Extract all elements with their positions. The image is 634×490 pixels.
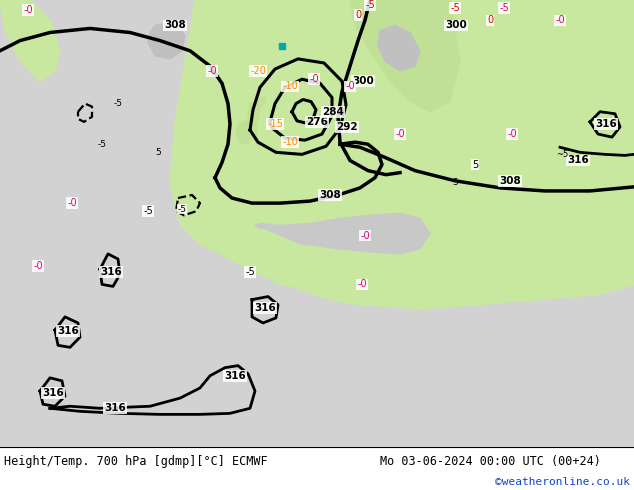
- Polygon shape: [240, 0, 634, 309]
- Polygon shape: [255, 213, 430, 254]
- Text: 316: 316: [104, 403, 126, 413]
- Text: 316: 316: [567, 155, 589, 166]
- Polygon shape: [235, 171, 310, 234]
- Text: -0: -0: [309, 74, 319, 84]
- Text: 308: 308: [319, 190, 341, 200]
- Polygon shape: [248, 97, 270, 147]
- Text: -20: -20: [250, 66, 266, 76]
- Text: -0: -0: [357, 279, 367, 290]
- Text: 316: 316: [254, 303, 276, 313]
- Polygon shape: [378, 25, 420, 71]
- Polygon shape: [170, 0, 634, 299]
- Text: -5: -5: [365, 0, 375, 10]
- Text: 316: 316: [224, 371, 246, 381]
- Text: -0: -0: [395, 129, 405, 139]
- Text: 308: 308: [499, 176, 521, 186]
- Text: 0: 0: [355, 10, 361, 20]
- Text: 276: 276: [306, 117, 328, 127]
- Polygon shape: [350, 0, 460, 112]
- Text: 316: 316: [595, 119, 617, 129]
- Text: Height/Temp. 700 hPa [gdmp][°C] ECMWF: Height/Temp. 700 hPa [gdmp][°C] ECMWF: [4, 455, 268, 468]
- Polygon shape: [0, 0, 60, 81]
- Text: -15: -15: [267, 119, 283, 129]
- Text: 0: 0: [487, 15, 493, 25]
- Text: -10: -10: [282, 137, 298, 147]
- Text: 284: 284: [322, 107, 344, 117]
- Text: -0: -0: [555, 15, 565, 25]
- Text: -5: -5: [450, 3, 460, 13]
- Text: 292: 292: [336, 122, 358, 132]
- Text: 316: 316: [100, 267, 122, 277]
- Text: 5: 5: [155, 148, 161, 157]
- Polygon shape: [236, 120, 252, 144]
- Text: -5: -5: [143, 206, 153, 216]
- Text: 300: 300: [352, 76, 374, 86]
- Text: 316: 316: [42, 388, 64, 398]
- Text: 5: 5: [472, 160, 478, 170]
- Text: -0: -0: [345, 81, 355, 91]
- Text: -5: -5: [113, 99, 122, 108]
- Text: -5: -5: [98, 140, 107, 149]
- Text: 316: 316: [57, 326, 79, 336]
- Text: -0: -0: [23, 5, 33, 15]
- Text: -10: -10: [282, 81, 298, 91]
- Text: 308: 308: [164, 21, 186, 30]
- Text: -0: -0: [33, 261, 43, 271]
- Text: -0: -0: [507, 129, 517, 139]
- Text: 5: 5: [452, 178, 458, 187]
- Polygon shape: [315, 152, 348, 219]
- Polygon shape: [258, 81, 355, 160]
- Text: -5: -5: [245, 267, 255, 277]
- Text: Mo 03-06-2024 00:00 UTC (00+24): Mo 03-06-2024 00:00 UTC (00+24): [380, 455, 601, 468]
- Text: 300: 300: [445, 21, 467, 30]
- Polygon shape: [148, 23, 185, 59]
- Text: ©weatheronline.co.uk: ©weatheronline.co.uk: [495, 477, 630, 487]
- Text: ~5: ~5: [556, 150, 568, 159]
- Text: -5: -5: [178, 205, 186, 214]
- Polygon shape: [0, 0, 634, 447]
- Text: -5: -5: [499, 3, 509, 13]
- Text: -0: -0: [207, 66, 217, 76]
- Text: -0: -0: [67, 198, 77, 208]
- Polygon shape: [420, 0, 634, 142]
- Text: -0: -0: [360, 231, 370, 241]
